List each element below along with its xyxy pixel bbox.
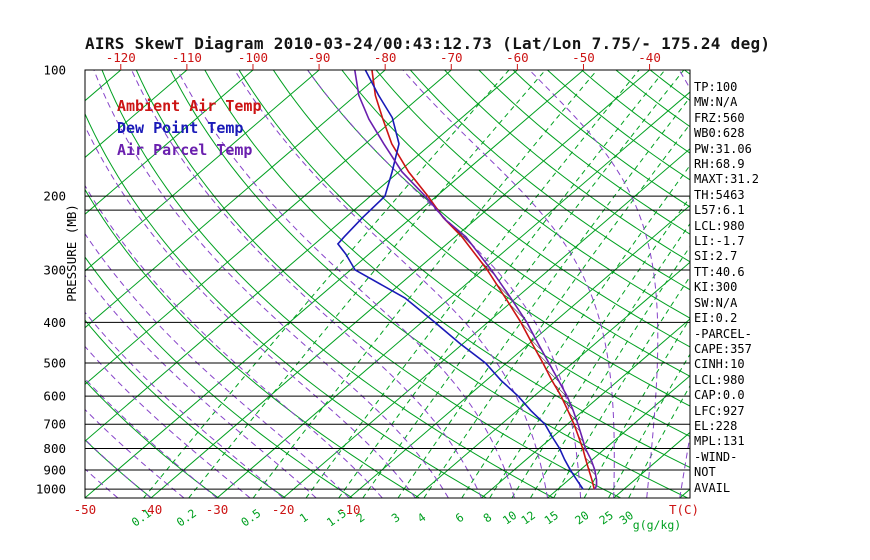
legend-air-parcel-temp: Air Parcel Temp bbox=[117, 141, 253, 159]
stat-item: NOT bbox=[694, 465, 716, 480]
svg-text:20: 20 bbox=[572, 508, 591, 527]
cape-hatch-area bbox=[445, 220, 596, 476]
stat-item: MPL:131 bbox=[694, 434, 745, 449]
pressure-axis-label: PRESSURE (MB) bbox=[64, 204, 79, 302]
plot-area bbox=[85, 70, 690, 498]
stat-item: FRZ:560 bbox=[694, 110, 745, 125]
temp-unit-label: T(C) bbox=[669, 502, 699, 517]
moist-adiabats bbox=[85, 70, 690, 498]
svg-text:1: 1 bbox=[297, 510, 311, 525]
legend: Ambient Air Temp Dew Point Temp Air Parc… bbox=[117, 95, 262, 161]
stat-item: RH:68.9 bbox=[694, 157, 745, 172]
svg-text:200: 200 bbox=[43, 189, 66, 204]
stat-item: MAXT:31.2 bbox=[694, 172, 760, 187]
svg-text:3: 3 bbox=[389, 510, 403, 525]
mixing-unit-label: g(g/kg) bbox=[633, 518, 681, 532]
stat-item: CAPE:357 bbox=[694, 341, 752, 356]
plot-border bbox=[84, 69, 691, 499]
stat-item: EL:228 bbox=[694, 418, 738, 433]
stat-item: CAP:0.0 bbox=[694, 388, 745, 403]
stat-item: SW:N/A bbox=[694, 295, 738, 310]
stat-item: LCL:980 bbox=[694, 372, 745, 387]
svg-text:700: 700 bbox=[43, 417, 66, 432]
stat-item: TP:100 bbox=[694, 80, 738, 94]
svg-text:-100: -100 bbox=[238, 50, 268, 65]
svg-text:-120: -120 bbox=[106, 50, 136, 65]
svg-text:6: 6 bbox=[453, 510, 467, 525]
stats-panel: TP:100 MW:N/A FRZ:560 WB0:628 PW:31.06 RH:68.… bbox=[694, 80, 759, 496]
svg-text:-30: -30 bbox=[206, 502, 229, 517]
pressure-labels: 100 200 300 400 500 600 700 800 900 1000 bbox=[36, 63, 66, 497]
stat-item: EI:0.2 bbox=[694, 311, 738, 326]
svg-text:4: 4 bbox=[415, 510, 429, 525]
stat-item: LCL:980 bbox=[694, 218, 745, 233]
svg-text:0.5: 0.5 bbox=[238, 506, 263, 529]
svg-text:-50: -50 bbox=[74, 502, 97, 517]
stat-item: KI:300 bbox=[694, 280, 738, 295]
stat-item: MW:N/A bbox=[694, 95, 738, 110]
svg-text:-50: -50 bbox=[572, 50, 595, 65]
svg-text:300: 300 bbox=[43, 262, 66, 277]
stat-item: SI:2.7 bbox=[694, 249, 738, 264]
svg-text:600: 600 bbox=[43, 389, 66, 404]
legend-ambient-air-temp: Ambient Air Temp bbox=[117, 97, 262, 115]
curve-dew-point-temp bbox=[336, 70, 584, 490]
curve-air-parcel-temp bbox=[353, 70, 598, 490]
curve-ambient-air-temp bbox=[371, 70, 596, 490]
chart-title: AIRS SkewT Diagram 2010-03-24/00:43:12.7… bbox=[85, 34, 771, 53]
stat-item: LFC:927 bbox=[694, 403, 745, 418]
svg-text:-20: -20 bbox=[272, 502, 295, 517]
svg-text:100: 100 bbox=[43, 63, 66, 78]
svg-text:8: 8 bbox=[481, 510, 495, 525]
svg-text:-40: -40 bbox=[140, 502, 163, 517]
svg-text:900: 900 bbox=[43, 462, 66, 477]
stat-item: TT:40.6 bbox=[694, 264, 745, 279]
svg-text:500: 500 bbox=[43, 355, 66, 370]
svg-text:-110: -110 bbox=[172, 50, 202, 65]
svg-text:15: 15 bbox=[542, 508, 561, 527]
svg-text:12: 12 bbox=[518, 508, 537, 527]
stat-item: -WIND- bbox=[694, 449, 738, 464]
svg-text:800: 800 bbox=[43, 441, 66, 456]
svg-text:25: 25 bbox=[596, 508, 615, 527]
svg-text:-40: -40 bbox=[638, 50, 661, 65]
top-temp-labels: -120 -110 -100 -90 -80 -70 -60 -50 -40 bbox=[106, 50, 661, 70]
svg-text:-60: -60 bbox=[506, 50, 529, 65]
stat-item: L57:6.1 bbox=[694, 203, 745, 218]
stat-item: LI:-1.7 bbox=[694, 234, 745, 249]
svg-text:-70: -70 bbox=[440, 50, 463, 65]
svg-text:0.2: 0.2 bbox=[174, 506, 199, 529]
stat-item: -PARCEL- bbox=[694, 326, 752, 341]
svg-text:1000: 1000 bbox=[36, 482, 66, 497]
svg-text:-10: -10 bbox=[338, 502, 361, 517]
svg-text:-90: -90 bbox=[308, 50, 331, 65]
legend-dew-point-temp: Dew Point Temp bbox=[117, 119, 244, 137]
stat-item: WB0:628 bbox=[694, 126, 745, 141]
stat-item: CINH:10 bbox=[694, 357, 745, 372]
svg-text:-80: -80 bbox=[374, 50, 397, 65]
svg-text:10: 10 bbox=[500, 508, 519, 527]
stat-item: AVAIL bbox=[694, 480, 731, 495]
svg-text:30: 30 bbox=[617, 508, 636, 527]
stat-item: TH:5463 bbox=[694, 187, 745, 202]
svg-text:2: 2 bbox=[354, 510, 368, 525]
svg-text:400: 400 bbox=[43, 315, 66, 330]
bottom-temp-labels: -50 -40 -30 -20 -10 bbox=[74, 502, 361, 517]
isotherms bbox=[85, 70, 690, 498]
stat-item: PW:31.06 bbox=[694, 141, 752, 156]
